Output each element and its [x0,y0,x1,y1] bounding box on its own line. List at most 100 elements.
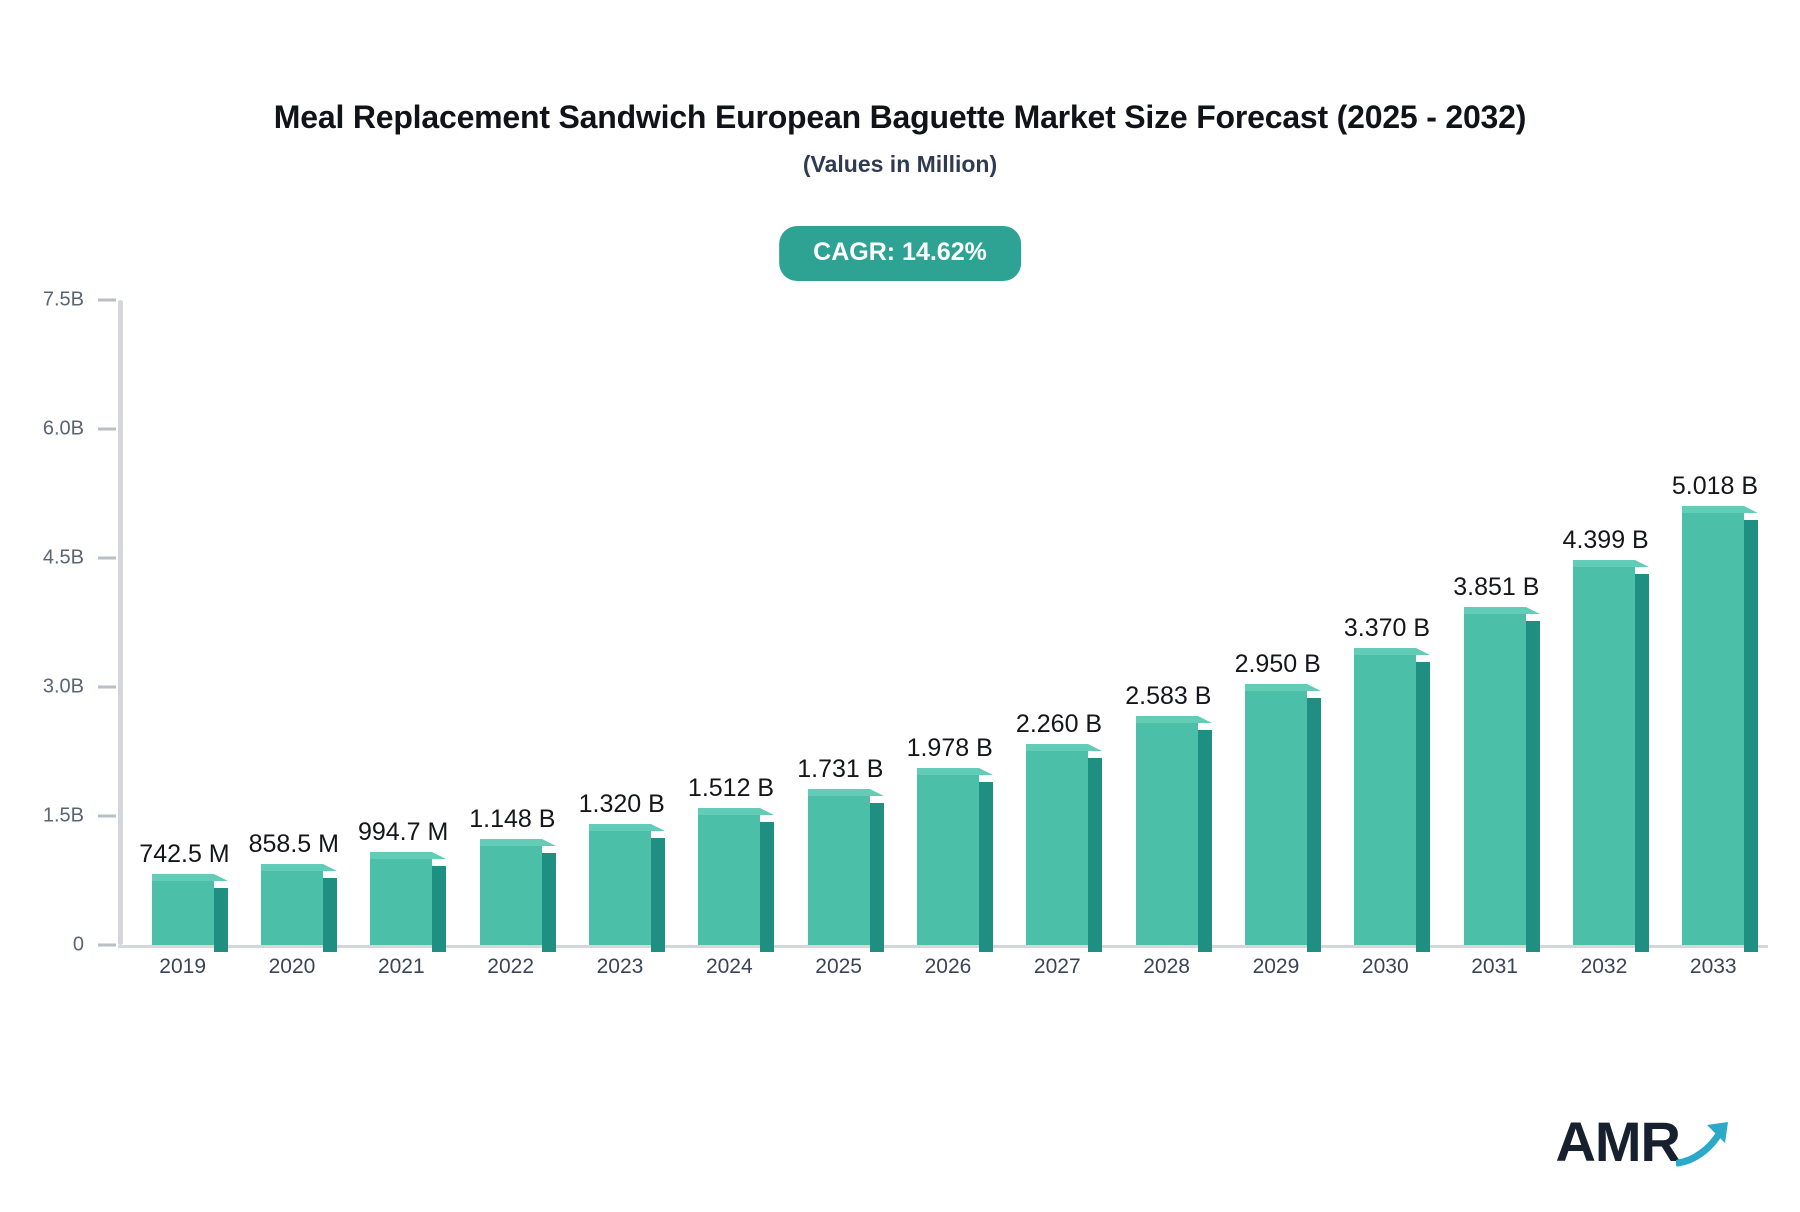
bar-value-label: 2.260 B [1015,709,1103,738]
bar-side-face [1744,520,1759,952]
bar-top-face [151,874,228,882]
bar-side-face [650,838,665,952]
bar-value-label: 2.583 B [1125,681,1212,710]
bar-side-face [1306,698,1321,952]
bar-value-label: 4.399 B [1562,525,1649,554]
bar[interactable]: 1.978 B [907,734,993,952]
bar-front-face: 1.148 B [469,805,556,945]
bar-side-face [978,781,993,952]
x-axis-label: 2030 [1361,955,1409,978]
bar[interactable]: 2.583 B [1125,682,1212,952]
bar-front-face: 3.851 B [1453,573,1540,945]
y-tick-dash [98,814,116,818]
y-tick-label: 7.5B [42,288,84,311]
bar[interactable]: 858.5 M [249,830,339,952]
y-axis-tick: 6.0B [28,418,116,441]
x-axis-label: 2020 [268,955,316,978]
bar-top-face [260,864,337,872]
y-tick-dash [98,298,116,302]
chart-subtitle: (Values in Million) [802,151,998,178]
bar[interactable]: 1.320 B [579,790,665,952]
bar-top-face [1026,743,1103,751]
x-axis-label: 2021 [377,955,425,978]
y-axis-tick: 4.5B [28,547,116,570]
bar[interactable]: 4.399 B [1563,526,1649,952]
x-axis-label: 2023 [596,955,644,978]
bar-series: 742.5 M 858.5 M 994.7 M 1.148 B 1.320 B 1.512… [128,300,1768,952]
bar-slot: 3.851 B [1440,300,1549,952]
bar-front-face: 5.018 B [1672,472,1759,945]
bar-side-face [432,866,447,952]
y-tick-label: 6.0B [42,417,84,440]
bar-top-face [588,824,665,832]
bar-top-face [1354,648,1431,656]
bar-value-label: 1.978 B [906,733,993,762]
y-axis-tick: 0 [28,934,116,957]
bar-value-label: 1.148 B [469,805,556,834]
bar[interactable]: 3.370 B [1344,614,1431,952]
bar-slot: 2.260 B [1003,300,1112,952]
bar-value-label: 5.018 B [1671,472,1759,501]
bar-side-face [1416,662,1431,952]
bar-top-face [1463,606,1540,614]
bar-slot: 1.320 B [565,300,674,952]
x-axis-label: 2033 [1689,955,1737,978]
bar-front-face: 994.7 M [358,818,448,945]
bar-top-face [370,852,447,860]
x-axis-label: 2029 [1252,955,1300,978]
growth-arrow-icon [1674,1119,1734,1172]
x-axis-label: 2022 [487,955,534,978]
bar[interactable]: 3.851 B [1453,573,1540,952]
bar-value-label: 858.5 M [248,830,339,859]
bar-side-face [1634,573,1649,952]
bar[interactable]: 5.018 B [1672,472,1759,952]
x-axis-label: 2024 [705,955,753,978]
bar[interactable]: 1.512 B [688,774,775,952]
bar-value-label: 1.512 B [687,773,775,802]
bar-top-face [807,789,884,797]
amr-logo: AMR [1555,1114,1740,1170]
x-axis-label: 2028 [1143,955,1190,978]
y-tick-dash [98,685,116,689]
bar-side-face [1525,620,1540,952]
y-axis-line [118,300,123,945]
bar-value-label: 2.950 B [1234,650,1321,679]
bar-value-label: 1.320 B [578,790,665,819]
bar[interactable]: 2.950 B [1235,650,1321,952]
y-tick-dash [98,427,116,431]
y-tick-label: 4.5B [42,546,84,569]
x-axis-label: 2031 [1471,955,1518,978]
bar-front-face: 2.950 B [1235,650,1321,945]
bar-side-face [213,888,228,952]
bar-slot: 994.7 M [347,300,456,952]
y-tick-label: 3.0B [42,675,84,698]
bar-front-face: 4.399 B [1563,526,1649,945]
bar[interactable]: 994.7 M [358,818,448,952]
cagr-badge: CAGR: 14.62% [779,226,1021,281]
bar[interactable]: 742.5 M [139,840,230,952]
bar-side-face [1197,729,1212,952]
bar-side-face [322,878,337,952]
bar-top-face [1135,715,1212,723]
y-tick-label: 0 [72,933,84,956]
bar-top-face [916,767,993,775]
bar-slot: 2.583 B [1112,300,1221,952]
bar[interactable]: 1.148 B [469,805,556,952]
bar-front-face: 1.512 B [688,774,775,945]
x-axis-label: 2032 [1580,955,1628,978]
x-axis-labels: 2019 2020 2021 2022 2023 2024 2025 2026 2027 2028… [128,955,1768,979]
bar-slot: 2.950 B [1221,300,1330,952]
y-tick-label: 1.5B [42,804,84,827]
bar-value-label: 994.7 M [357,818,449,847]
bar-top-face [1572,559,1649,567]
bar[interactable]: 1.731 B [797,755,884,952]
logo-text: AMR [1555,1110,1681,1173]
bar-slot: 1.731 B [784,300,893,952]
x-axis-line [118,945,1768,948]
bar[interactable]: 2.260 B [1016,710,1103,952]
bar-slot: 858.5 M [237,300,346,952]
bar-top-face [698,807,775,815]
plot-area: 0 1.5B 3.0B 4.5B 6.0B 7.5B 742.5 M 858.5 M 994.… [43,289,1768,956]
x-axis-label: 2026 [924,955,972,978]
